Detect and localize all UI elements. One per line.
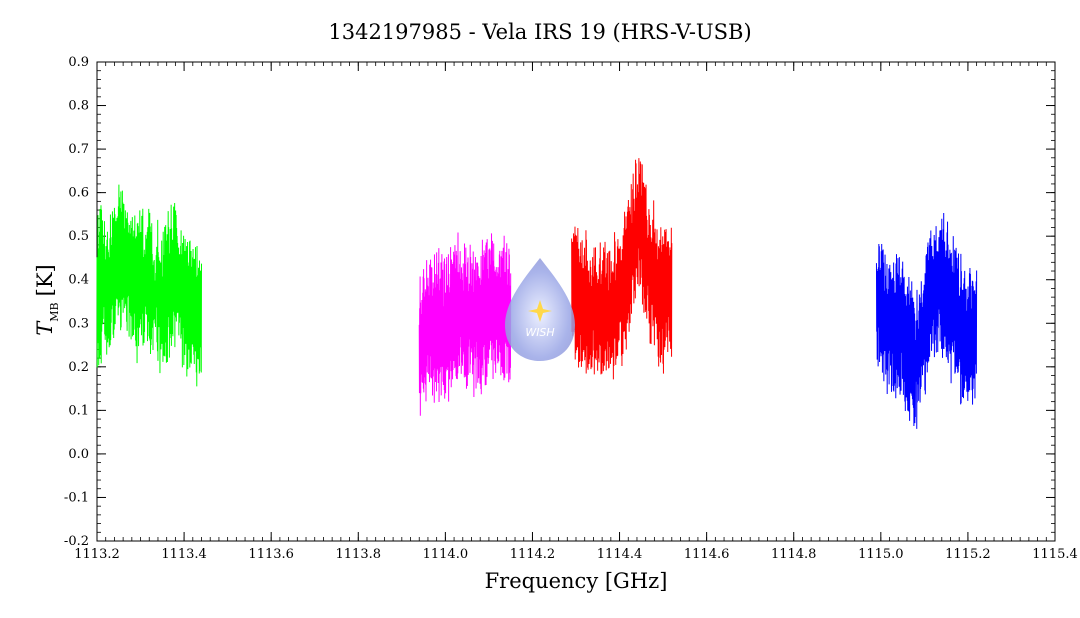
y-tick-label: 0.1 — [68, 403, 89, 418]
x-axis-label: Frequency [GHz] — [485, 569, 668, 593]
y-tick-label: 0.4 — [68, 273, 89, 288]
series-line-2 — [418, 232, 512, 416]
y-axis-subscript: MB — [48, 302, 61, 321]
y-tick-label: -0.2 — [64, 534, 89, 549]
x-tick-label: 1114.8 — [771, 547, 817, 562]
y-axis-symbol: T — [33, 320, 57, 336]
series-line-1 — [96, 184, 203, 387]
x-tick-label: 1115.0 — [858, 547, 904, 562]
chart-title: 1342197985 - Vela IRS 19 (HRS-V-USB) — [328, 20, 751, 44]
x-tick-label: 1113.6 — [248, 547, 294, 562]
x-tick-label: 1115.4 — [1032, 547, 1078, 562]
wish-logo: WISH — [505, 258, 575, 361]
series-line-3 — [571, 158, 673, 380]
y-tick-label: 0.8 — [68, 99, 89, 114]
y-tick-label: 0.6 — [68, 186, 89, 201]
y-axis-label: TMB [K] — [33, 264, 61, 335]
y-tick-label: 0.7 — [68, 142, 89, 157]
y-tick-label: 0.2 — [68, 360, 89, 375]
logo-text: WISH — [525, 326, 554, 339]
x-tick-label: 1113.2 — [74, 547, 120, 562]
y-tick-label: 0.0 — [68, 447, 89, 462]
y-tick-label: -0.1 — [64, 490, 89, 505]
x-tick-label: 1114.6 — [684, 547, 730, 562]
x-tick-label: 1113.8 — [336, 547, 382, 562]
series-line-4 — [875, 213, 978, 429]
svg-text:TMB[K]: TMB [K] — [33, 264, 61, 335]
x-tick-label: 1114.0 — [423, 547, 469, 562]
y-tick-label: 0.9 — [68, 55, 89, 70]
y-axis-unit: [K] — [33, 264, 57, 296]
series-group — [96, 158, 978, 429]
x-tick-label: 1115.2 — [945, 547, 991, 562]
x-tick-label: 1113.4 — [161, 547, 207, 562]
y-tick-label: 0.5 — [68, 229, 89, 244]
y-tick-label: 0.3 — [68, 316, 89, 331]
x-tick-label: 1114.4 — [597, 547, 643, 562]
star-icon — [528, 300, 552, 322]
x-tick-label: 1114.2 — [510, 547, 556, 562]
